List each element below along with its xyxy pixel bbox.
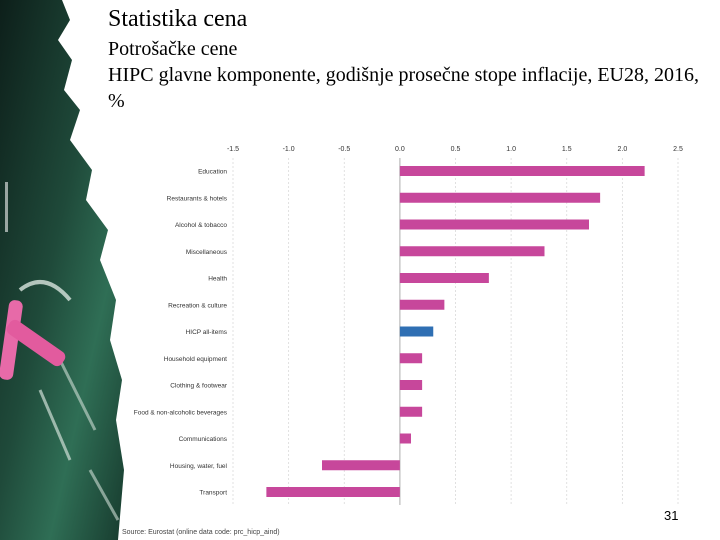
bar <box>399 246 545 257</box>
chart-grid <box>232 158 679 505</box>
x-tick-label: 1.5 <box>562 146 572 153</box>
x-tick-label: -1.5 <box>227 146 239 153</box>
category-label: Household equipment <box>164 356 227 363</box>
bar <box>399 326 434 337</box>
category-label: Communications <box>179 436 228 443</box>
category-label: Restaurants & hotels <box>167 195 228 202</box>
x-tick-label: 0.5 <box>451 146 461 153</box>
chalkboard-decoration <box>0 0 125 540</box>
x-tick-label: -1.0 <box>283 146 295 153</box>
category-label: Transport <box>199 490 227 497</box>
bar <box>399 219 589 230</box>
source-note: Source: Eurostat (online data code: prc_… <box>122 529 280 536</box>
x-tick-label: -0.5 <box>338 146 350 153</box>
page-number: 31 <box>664 508 679 523</box>
category-label: Education <box>198 169 227 176</box>
bar <box>399 433 411 444</box>
slide-titles: Statistika cena Potrošačke cene HIPC gla… <box>108 4 708 114</box>
category-label: Alcohol & tobacco <box>175 222 227 229</box>
bar <box>399 192 601 203</box>
x-tick-label: 1.0 <box>506 146 516 153</box>
category-label: Housing, water, fuel <box>170 463 228 470</box>
x-tick-label: 0.0 <box>395 146 405 153</box>
x-tick-label: 2.0 <box>618 146 628 153</box>
category-labels: Education Restaurants & hotels Alcohol & t… <box>134 169 228 497</box>
chart-bars <box>266 166 645 497</box>
category-label: Health <box>208 276 227 283</box>
x-tick-label: 2.5 <box>673 146 683 153</box>
category-label: Recreation & culture <box>168 302 227 309</box>
category-label: Miscellaneous <box>186 249 228 256</box>
bar <box>399 353 423 364</box>
chart-title: HIPC glavne komponente, godišnje prosečn… <box>108 64 699 112</box>
bar <box>322 460 400 471</box>
category-label: Food & non-alcoholic beverages <box>134 409 228 416</box>
chalkboard-image <box>0 0 124 540</box>
x-axis-ticks: -1.5 -1.0 -0.5 0.0 0.5 1.0 1.5 2.0 2.5 <box>227 146 683 153</box>
bar <box>399 380 423 390</box>
category-label: Clothing & footwear <box>170 383 228 390</box>
category-label: HICP all-items <box>186 329 228 336</box>
bar <box>399 273 489 283</box>
bar <box>399 299 445 310</box>
slide-title: Statistika cena <box>108 6 248 32</box>
bar <box>266 487 400 497</box>
slide-subtitle: Potrošačke cene <box>108 38 238 60</box>
bar <box>399 166 645 176</box>
bar <box>399 406 423 417</box>
